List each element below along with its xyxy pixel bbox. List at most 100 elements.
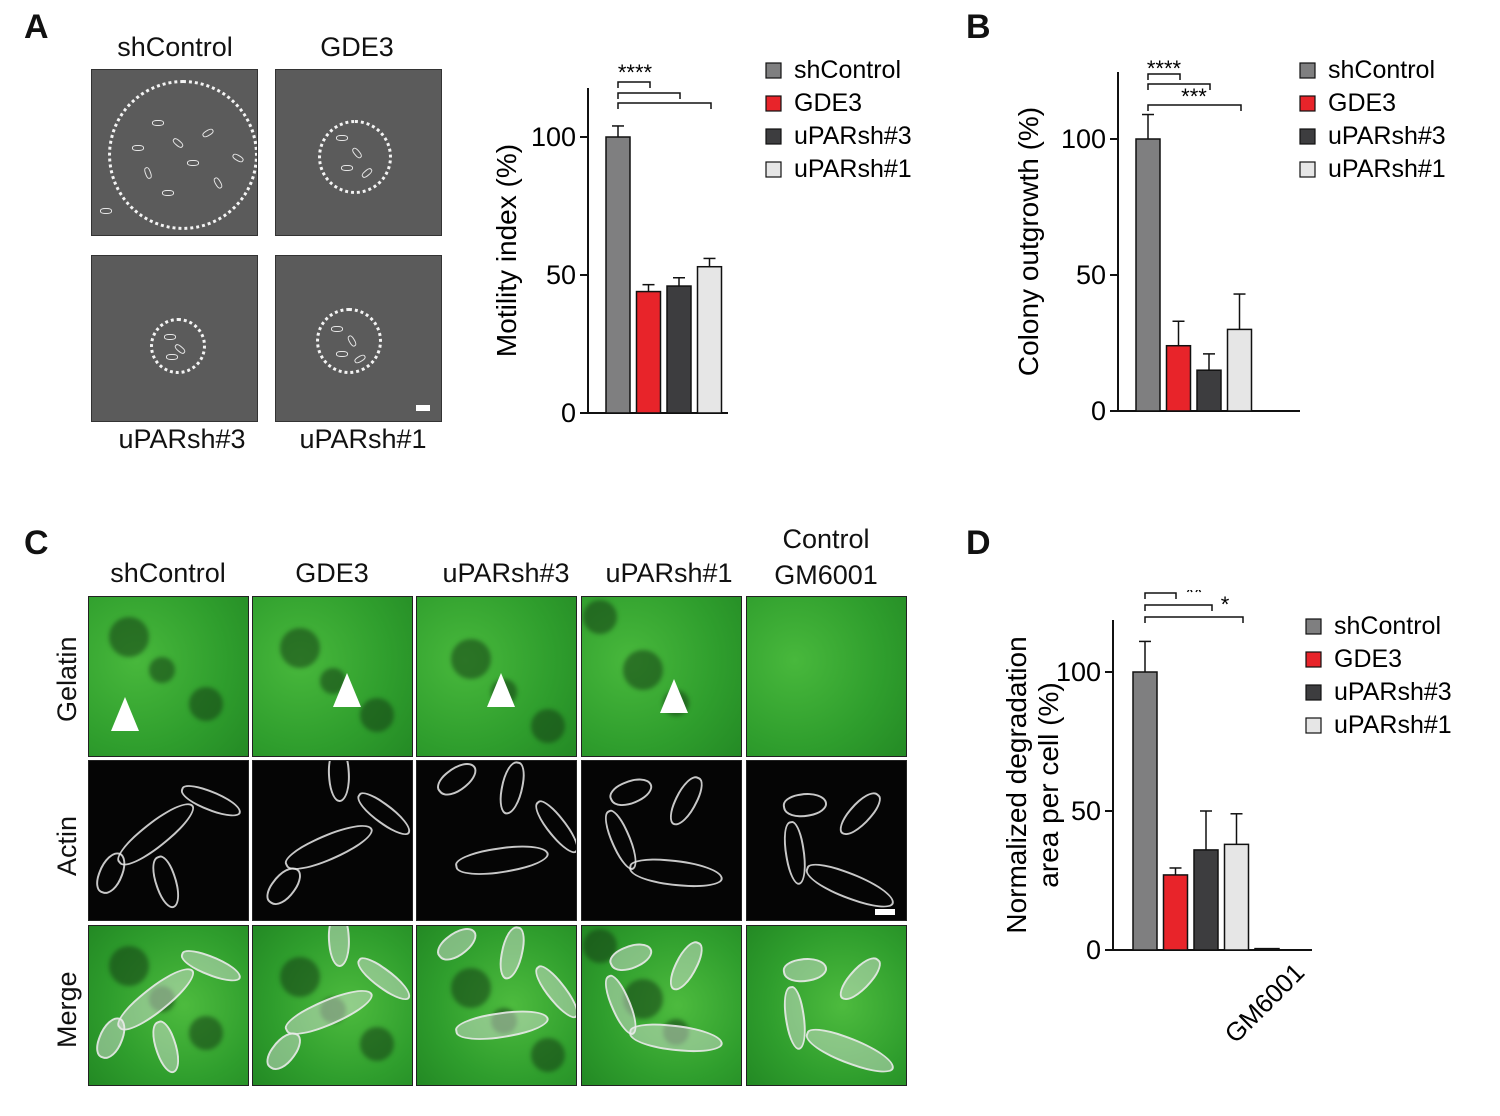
legend-swatch [1299,95,1316,112]
significance-bracket [1147,83,1211,90]
bar-shcontrol [1135,138,1161,412]
significance-label: * [1221,592,1230,617]
legend-swatch [765,161,782,178]
legend-label: uPARsh#1 [1334,711,1452,739]
row-label-merge: Merge [52,971,82,1048]
legend-swatch [1305,618,1322,635]
significance-bracket [1147,104,1242,111]
legend-label: uPARsh#3 [1334,678,1452,706]
legend-swatch [1299,161,1316,178]
panel-label-d: D [966,524,991,562]
y-tick-label: 50 [1076,260,1106,290]
panel-label-a: A [24,8,49,46]
bar-shcontrol [605,136,631,414]
bar-gde3 [1162,874,1189,951]
col-label-gm6001: GM6001 [774,560,878,590]
scale-bar [875,909,895,915]
bar-gm6001 [1254,947,1280,951]
col-label-control: Control [782,524,870,554]
micrograph-gde3 [275,69,442,236]
bar-gde3 [1165,344,1192,412]
bar-uparsh1 [696,265,723,414]
tile-gelatin-gm6001 [746,596,907,757]
chart-d-degradation: 0 50 100 Normalized degradation area per cel… [1001,590,1452,1049]
bar-uparsh3 [1193,849,1219,951]
tile-merge-uparsh3 [416,925,577,1086]
significance-bracket [617,92,681,99]
legend-label: uPARsh#1 [794,155,912,183]
significance-bracket [1144,616,1244,623]
y-tick-label: 100 [1061,124,1106,154]
panel-label-b: B [966,8,991,46]
y-tick-label: 0 [1091,396,1106,426]
col-label-uparsh3: uPARsh#3 [442,558,570,588]
y-tick-label: 100 [531,122,576,152]
micrograph-uparsh3 [91,255,258,422]
bar-uparsh1 [1223,843,1250,951]
arrowhead-icon [333,673,361,707]
tile-merge-uparsh1 [581,925,742,1086]
tile-merge-gm6001 [746,925,907,1086]
significance-bracket [1147,73,1181,80]
y-axis-label: Normalized degradation [1001,636,1032,933]
col-label-gde3: GDE3 [295,558,369,588]
legend-swatch [765,62,782,79]
bar-uparsh1 [1226,328,1253,412]
chart-a-motility: 0 50 100 Motility index (%) **** shControl GDE… [491,56,912,428]
arrowhead-icon [111,697,139,731]
legend-swatch [765,95,782,112]
row-label-actin: Actin [52,815,82,876]
legend-label: uPARsh#1 [1328,155,1446,183]
legend-swatch [1305,684,1322,701]
image-label-uparsh1: uPARsh#1 [299,424,427,454]
bar-shcontrol [1132,671,1158,951]
bar-uparsh3 [1196,369,1222,412]
tile-actin-gde3 [252,760,413,921]
legend-label: uPARsh#3 [1328,122,1446,150]
legend-swatch [1299,128,1316,145]
col-label-uparsh1: uPARsh#1 [605,558,733,588]
significance-label: ** [1185,590,1203,605]
significance-bracket [617,102,712,109]
legend-label: GDE3 [1334,645,1402,673]
significance-bracket [1144,592,1177,599]
tile-actin-uparsh3 [416,760,577,921]
significance-bracket [1144,604,1213,611]
tile-merge-gde3 [252,925,413,1086]
tile-merge-shcontrol [88,925,249,1086]
tile-gelatin-uparsh1 [581,596,742,757]
legend-swatch [1299,62,1316,79]
micrograph-shcontrol [91,69,258,236]
bar-gde3 [635,290,662,414]
legend-label: shControl [1334,612,1441,640]
tile-gelatin-uparsh3 [416,596,577,757]
significance-label: **** [618,60,653,85]
micrograph-uparsh1 [275,255,442,422]
row-label-gelatin: Gelatin [52,636,82,722]
tile-actin-shcontrol [88,760,249,921]
y-axis-label: Motility index (%) [491,144,522,357]
significance-label: * [1156,590,1165,593]
bar-uparsh3 [666,285,692,414]
y-axis-label: Colony outgrowth (%) [1013,107,1044,376]
legend-swatch [1305,717,1322,734]
tile-actin-gm6001 [746,760,907,921]
panel-label-c: C [24,524,49,562]
scale-bar [416,405,430,411]
image-label-uparsh3: uPARsh#3 [118,424,246,454]
legend-label: uPARsh#3 [794,122,912,150]
col-label-shcontrol: shControl [110,558,226,588]
legend-label: GDE3 [1328,89,1396,117]
image-label-shcontrol: shControl [117,32,233,62]
significance-label: **** [1147,56,1182,81]
y-tick-label: 0 [1086,935,1101,965]
tile-gelatin-shcontrol [88,596,249,757]
legend-label: shControl [1328,56,1435,84]
y-tick-label: 100 [1056,657,1101,687]
arrowhead-icon [487,673,515,707]
y-tick-label: 0 [561,398,576,428]
y-axis-label: area per cell (%) [1033,682,1064,887]
y-tick-label: 50 [1071,796,1101,826]
legend-label: shControl [794,56,901,84]
